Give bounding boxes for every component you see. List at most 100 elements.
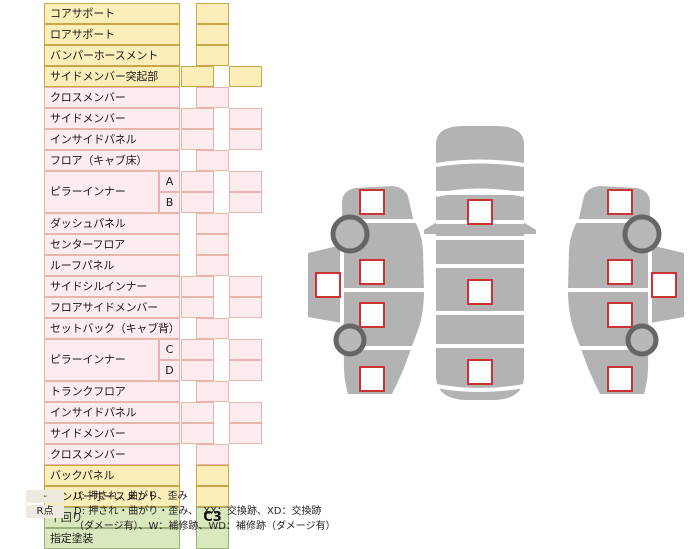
damage-cell-left[interactable] — [181, 423, 214, 444]
damage-marker[interactable] — [467, 199, 493, 225]
part-sub-label-cell: B — [159, 192, 180, 213]
damage-cell-left[interactable] — [181, 192, 214, 213]
damage-marker[interactable] — [359, 189, 385, 215]
damage-cell-center[interactable] — [196, 234, 229, 255]
damage-cell-center[interactable] — [196, 3, 229, 24]
table-row: サイドシルインナー — [44, 276, 262, 297]
legend: - U: 押され、曲がり、歪み R点 D: 押され・曲がり・歪み、 XX：交換跡… — [26, 490, 446, 534]
damage-cell-right[interactable] — [229, 276, 262, 297]
damage-marker[interactable] — [607, 302, 633, 328]
damage-marker[interactable] — [607, 259, 633, 285]
inspection-table: コアサポート ロアサポート バンパーホースメント サイドメンバー突起部 クロスメンバーサ… — [44, 3, 262, 549]
legend-key: - — [26, 490, 64, 503]
damage-cell-center[interactable] — [196, 318, 229, 339]
right-side-panel — [568, 186, 684, 394]
table-row: センターフロア — [44, 234, 254, 255]
car-body-diagram — [300, 118, 692, 423]
left-side-panel — [308, 186, 424, 394]
table-row: ダッシュパネル — [44, 213, 254, 234]
table-row: セットバック（キャブ背） — [44, 318, 254, 339]
table-row: D — [44, 360, 262, 381]
part-name-cell: フロアサイドメンバー — [44, 297, 180, 318]
table-row: トランクフロア — [44, 381, 254, 402]
table-row: フロア（キャブ床） — [44, 150, 254, 171]
damage-cell-right[interactable] — [229, 171, 262, 192]
damage-cell-center[interactable] — [196, 465, 229, 486]
damage-cell-right[interactable] — [229, 192, 262, 213]
damage-marker[interactable] — [359, 302, 385, 328]
damage-cell-center[interactable] — [196, 24, 229, 45]
table-row: B — [44, 192, 262, 213]
legend-text: U: 押され、曲がり、歪み — [74, 491, 188, 502]
table-row: インサイドパネル — [44, 129, 262, 150]
damage-cell-left[interactable] — [181, 108, 214, 129]
part-name-cell: トランクフロア — [44, 381, 180, 402]
damage-cell-center[interactable] — [196, 45, 229, 66]
damage-marker[interactable] — [359, 259, 385, 285]
part-name-cell: ルーフパネル — [44, 255, 180, 276]
damage-cell-right[interactable] — [229, 108, 262, 129]
table-row: ピラーインナー C — [44, 339, 262, 381]
table-row: ルーフパネル — [44, 255, 254, 276]
part-name-cell: バックパネル — [44, 465, 180, 486]
part-name-cell: フロア（キャブ床） — [44, 150, 180, 171]
damage-marker[interactable] — [467, 359, 493, 385]
damage-cell-right[interactable] — [229, 66, 262, 87]
damage-marker[interactable] — [607, 189, 633, 215]
table-row: サイドメンバー — [44, 108, 262, 129]
damage-cell-right[interactable] — [229, 402, 262, 423]
table-row: バンパーホースメント — [44, 45, 254, 66]
part-name-cell: ピラーインナー — [44, 171, 159, 213]
damage-cell-center[interactable] — [196, 444, 229, 465]
damage-code-cell[interactable]: C3 — [196, 507, 229, 528]
damage-cell-right[interactable] — [229, 339, 262, 360]
damage-cell-center[interactable] — [196, 486, 229, 507]
table-row: ピラーインナー A — [44, 171, 262, 213]
wheel-icon — [333, 323, 367, 357]
table-row: ロアサポート — [44, 24, 254, 45]
damage-marker[interactable] — [651, 272, 677, 298]
damage-cell-center[interactable] — [196, 87, 229, 108]
part-sub-label-cell: A — [159, 171, 180, 192]
damage-cell-left[interactable] — [181, 339, 214, 360]
part-name-cell: ロアサポート — [44, 24, 180, 45]
wheel-icon — [625, 323, 659, 357]
center-panel — [424, 126, 536, 400]
damage-cell-left[interactable] — [181, 276, 214, 297]
damage-marker[interactable] — [315, 272, 341, 298]
damage-cell-left[interactable] — [181, 171, 214, 192]
center-divider — [435, 159, 525, 167]
damage-cell-left[interactable] — [181, 66, 214, 87]
damage-cell-left[interactable] — [181, 129, 214, 150]
damage-cell-right[interactable] — [229, 297, 262, 318]
damage-cell-left[interactable] — [181, 360, 214, 381]
table-row: インサイドパネル — [44, 402, 262, 423]
damage-cell-right[interactable] — [229, 129, 262, 150]
table-row: サイドメンバー — [44, 423, 262, 444]
damage-cell-left[interactable] — [181, 402, 214, 423]
center-divider — [435, 384, 525, 392]
part-sub-label-cell: D — [159, 360, 180, 381]
part-sub-label-cell: C — [159, 339, 180, 360]
damage-marker[interactable] — [607, 366, 633, 392]
damage-cell-center[interactable] — [196, 213, 229, 234]
legend-key: R点 — [26, 505, 64, 518]
part-name-cell: ダッシュパネル — [44, 213, 180, 234]
part-name-cell: サイドメンバー — [44, 423, 180, 444]
damage-cell-center[interactable] — [196, 255, 229, 276]
damage-marker[interactable] — [359, 366, 385, 392]
center-divider — [435, 188, 525, 197]
legend-row: - U: 押され、曲がり、歪み — [26, 490, 446, 504]
damage-cell-right[interactable] — [229, 423, 262, 444]
damage-marker[interactable] — [467, 279, 493, 305]
damage-cell-right[interactable] — [229, 360, 262, 381]
table-row: バックパネル — [44, 465, 254, 486]
part-name-cell: ピラーインナー — [44, 339, 159, 381]
part-name-cell: サイドメンバー — [44, 108, 180, 129]
damage-cell-left[interactable] — [181, 297, 214, 318]
damage-cell-center[interactable] — [196, 381, 229, 402]
damage-cell-center[interactable] — [196, 150, 229, 171]
center-body-shape — [436, 126, 524, 400]
part-name-cell: センターフロア — [44, 234, 180, 255]
wheel-icon — [622, 214, 662, 254]
